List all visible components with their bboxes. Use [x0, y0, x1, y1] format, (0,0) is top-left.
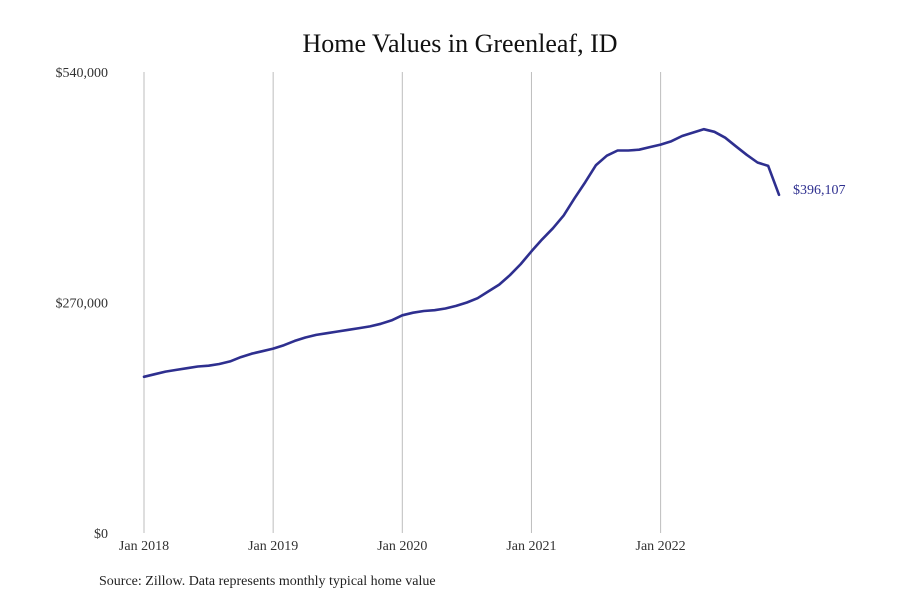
source-note: Source: Zillow. Data represents monthly … — [99, 574, 436, 589]
x-tick-label: Jan 2020 — [377, 539, 427, 554]
end-value-label: $396,107 — [793, 183, 846, 198]
x-tick-label: Jan 2018 — [119, 539, 169, 554]
x-tick-label: Jan 2022 — [636, 539, 686, 554]
y-axis-tick-labels: $540,000 $270,000 $0 — [56, 66, 109, 542]
x-tick-label: Jan 2019 — [248, 539, 298, 554]
series-line-home-value — [142, 127, 781, 379]
grid-lines — [143, 72, 662, 533]
x-tick-label: Jan 2021 — [506, 539, 556, 554]
x-axis-tick-labels: Jan 2018 Jan 2019 Jan 2020 Jan 2021 Jan 2022 — [119, 539, 686, 554]
y-tick-label: $0 — [94, 527, 108, 542]
y-tick-label: $270,000 — [56, 297, 109, 312]
chart-title: Home Values in Greenleaf, ID — [302, 29, 617, 58]
y-tick-label: $540,000 — [56, 66, 109, 81]
